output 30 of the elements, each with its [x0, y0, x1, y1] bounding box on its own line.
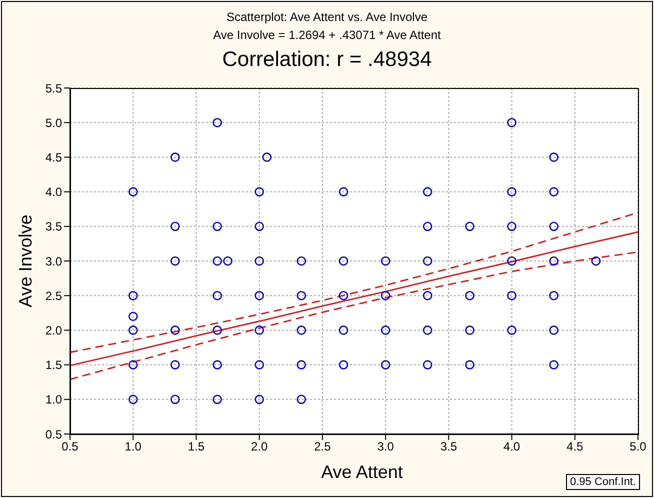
x-tick-label: 2.0 [250, 440, 268, 454]
y-tick-label: 3.5 [45, 220, 62, 234]
x-tick-label: 1.5 [188, 440, 205, 454]
y-tick-label: 3.0 [45, 254, 62, 268]
text: Correlation: r = .48934 [221, 48, 433, 72]
x-tick-label: 1.0 [124, 440, 142, 454]
x-tick-label: 4.5 [566, 440, 584, 454]
line-series [70, 212, 638, 353]
x-tick-label: 0.5 [62, 440, 79, 454]
x-tick-label: 4.0 [503, 440, 520, 454]
y-tick-label: 5.0 [45, 116, 62, 130]
x-tick-label: 3.0 [377, 440, 394, 454]
x-tick-label: 2.5 [314, 440, 332, 454]
y-tick-label: 1.0 [45, 392, 62, 407]
line-series [70, 231, 638, 366]
y-tick-label: 0.5 [45, 427, 62, 442]
chart-subtitle: Ave Involve = 1.2694 + .43071 * Ave Attent [212, 28, 442, 42]
y-tick-label: 5.5 [45, 81, 62, 96]
y-tick-label: 4.5 [45, 150, 62, 164]
x-axis-title: Ave Attent [321, 462, 403, 482]
x-tick-label: 3.5 [440, 440, 458, 454]
text: 0.95 Conf.Int. [566, 474, 640, 490]
line-series [70, 251, 638, 380]
x-tick-label: 5.0 [630, 440, 647, 454]
y-tick-label: 1.5 [45, 358, 62, 372]
y-tick-label: 2.5 [45, 288, 62, 303]
y-axis-title: Ave Involve [16, 214, 36, 308]
chart-title: Scatterplot: Ave Attent vs. Ave Involve [225, 10, 428, 24]
y-tick-label: 2.0 [45, 323, 62, 338]
y-tick-label: 4.0 [45, 185, 62, 200]
